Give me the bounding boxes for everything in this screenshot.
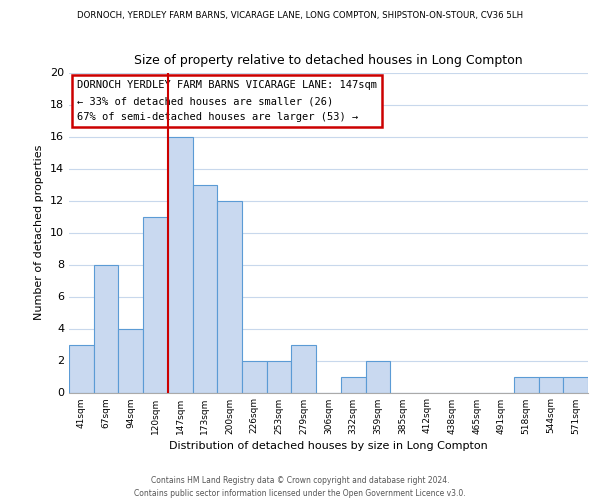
Bar xyxy=(69,344,94,393)
Bar xyxy=(341,376,365,392)
Bar xyxy=(267,360,292,392)
Y-axis label: Number of detached properties: Number of detached properties xyxy=(34,145,44,320)
Bar xyxy=(365,360,390,392)
Bar xyxy=(168,136,193,392)
Bar xyxy=(193,184,217,392)
Title: Size of property relative to detached houses in Long Compton: Size of property relative to detached ho… xyxy=(134,54,523,67)
Bar xyxy=(242,360,267,392)
Bar xyxy=(143,216,168,392)
Bar xyxy=(563,376,588,392)
Bar xyxy=(118,328,143,392)
Bar xyxy=(94,264,118,392)
Bar xyxy=(514,376,539,392)
X-axis label: Distribution of detached houses by size in Long Compton: Distribution of detached houses by size … xyxy=(169,440,488,450)
Text: Contains HM Land Registry data © Crown copyright and database right 2024.
Contai: Contains HM Land Registry data © Crown c… xyxy=(134,476,466,498)
Bar xyxy=(217,200,242,392)
Text: DORNOCH, YERDLEY FARM BARNS, VICARAGE LANE, LONG COMPTON, SHIPSTON-ON-STOUR, CV3: DORNOCH, YERDLEY FARM BARNS, VICARAGE LA… xyxy=(77,11,523,20)
Bar xyxy=(292,344,316,393)
Text: DORNOCH YERDLEY FARM BARNS VICARAGE LANE: 147sqm
← 33% of detached houses are sm: DORNOCH YERDLEY FARM BARNS VICARAGE LANE… xyxy=(77,80,377,122)
Bar xyxy=(539,376,563,392)
